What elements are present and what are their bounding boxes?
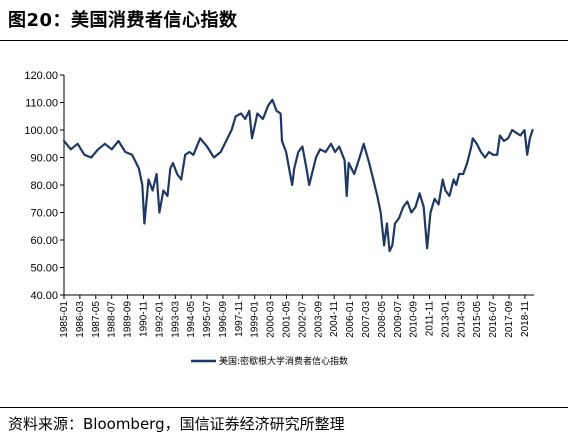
x-tick-label: 1992-01 [154,301,165,338]
x-tick-label: 1997-11 [234,301,245,337]
x-tick-label: 1988-07 [107,301,118,338]
x-tick-label: 2006-01 [345,301,356,338]
x-tick-label: 2010-09 [409,301,420,338]
line-chart: 40.00 50.00 60.00 70.00 80.00 90.00 100.00 110.… [24,70,534,367]
y-tick-label: 120.00 [24,70,58,82]
y-tick-label: 50.00 [30,263,58,275]
x-tick-label: 1987-05 [91,301,102,338]
series-line-0 [62,98,534,253]
x-tick-label: 2007-03 [361,301,372,338]
x-tick-label: 1990-11 [138,301,149,337]
x-tick-label: 1999-01 [250,301,261,338]
legend: 美国:密歇根大学消费者信心指数 [191,355,348,367]
x-tick-label: 2009-07 [393,301,404,338]
y-tick-label: 40.00 [30,290,58,302]
x-tick-label: 2008-05 [377,301,388,338]
x-tick-label: 2017-09 [504,301,515,338]
y-tick-label: 60.00 [30,235,58,247]
y-tick-label: 80.00 [30,180,58,192]
x-tick-label: 1995-07 [202,301,213,338]
x-tick-label: 1985-01 [59,301,70,338]
x-tick-label: 2014-03 [456,301,467,338]
y-tick-label: 70.00 [30,208,58,220]
x-tick-label: 1993-03 [170,301,181,338]
x-tick-label: 1996-09 [218,301,229,338]
x-tick-label: 2013-01 [440,301,451,338]
y-tick-label: 100.00 [24,125,58,137]
x-tick-label: 1986-03 [75,301,86,338]
x-tick-label: 2000-03 [266,301,277,338]
x-axis: 1985-01 1986-03 1987-05 1988-07 1989-09 1990-… [59,294,534,338]
y-axis: 40.00 50.00 60.00 70.00 80.00 90.00 100.00 110.… [24,70,65,302]
plot-area [62,98,534,253]
x-tick-label: 2018-11 [520,301,531,337]
x-tick-label: 2011-11 [425,301,436,337]
x-tick-label: 1989-09 [123,301,134,338]
x-tick-label: 1994-05 [186,301,197,338]
x-tick-label: 2015-05 [472,301,483,338]
x-tick-label: 2004-11 [329,301,340,337]
source-divider [0,407,568,408]
y-tick-label: 110.00 [25,98,58,110]
figure-title: 图20：美国消费者信心指数 [8,10,238,31]
title-divider [0,40,568,41]
source-note: 资料来源：Bloomberg，国信证券经济研究所整理 [8,415,345,433]
y-tick-label: 90.00 [30,153,58,165]
x-tick-label: 2002-07 [297,301,308,338]
legend-label: 美国:密歇根大学消费者信心指数 [219,355,348,367]
x-tick-label: 2016-07 [488,301,499,338]
x-tick-label: 2003-09 [313,301,324,338]
x-tick-label: 2001-05 [282,301,293,338]
